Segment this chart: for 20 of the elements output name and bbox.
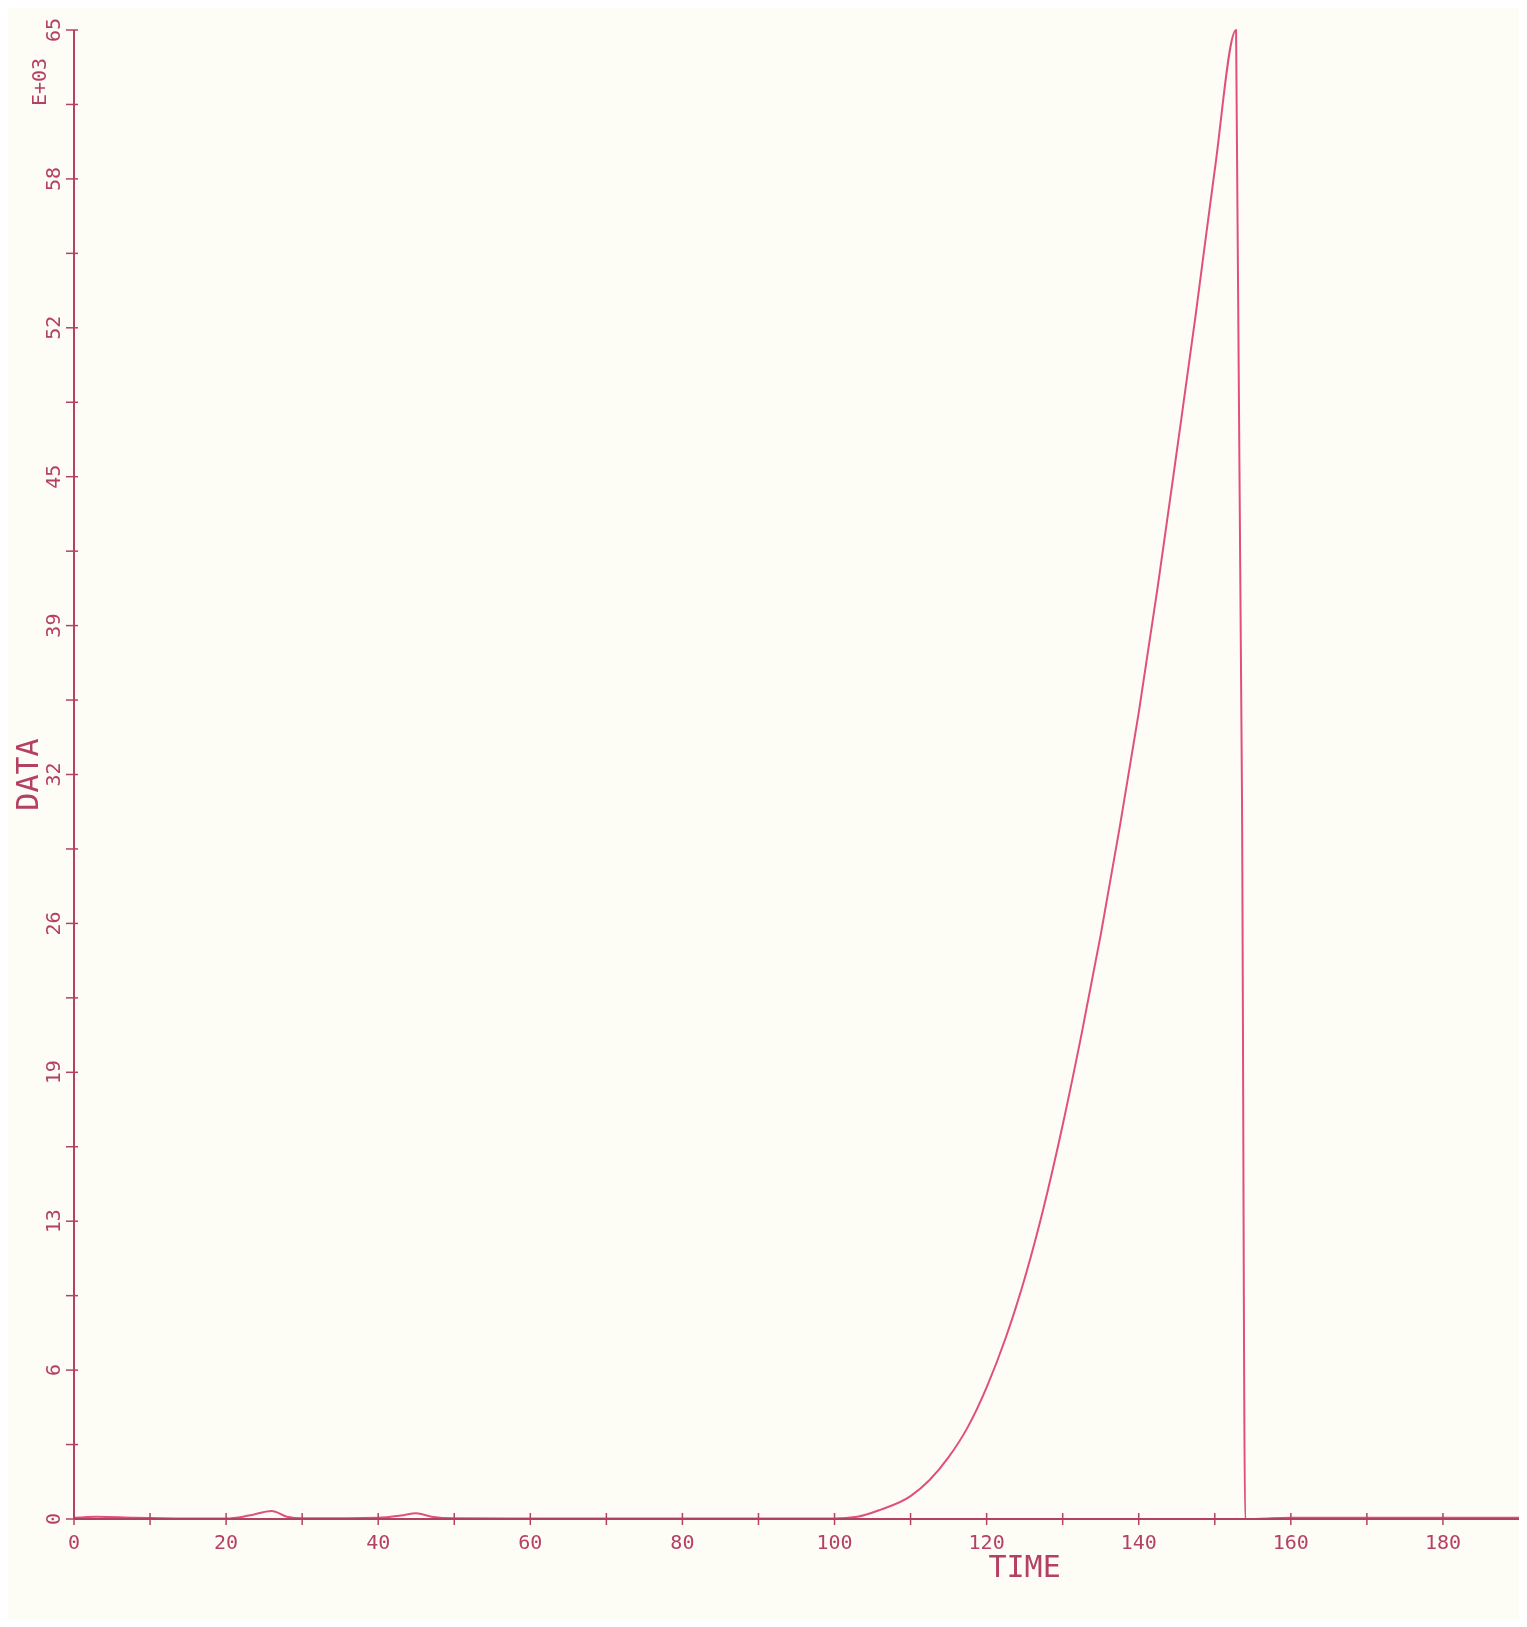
y-tick-label: 6 bbox=[41, 1364, 65, 1377]
y-tick-label: 13 bbox=[41, 1209, 65, 1234]
x-tick-label: 40 bbox=[366, 1530, 391, 1554]
x-tick-label: 160 bbox=[1272, 1530, 1309, 1554]
y-tick-label: 19 bbox=[41, 1060, 65, 1085]
text: E+03 bbox=[27, 57, 51, 107]
x-tick-label: 180 bbox=[1424, 1530, 1462, 1554]
y-tick-label: 45 bbox=[41, 464, 65, 489]
y-tick-label: 0 bbox=[41, 1512, 65, 1526]
y-tick-label: 39 bbox=[41, 613, 65, 638]
x-tick-label: 0 bbox=[67, 1530, 81, 1554]
y-tick-label: 58 bbox=[41, 166, 65, 191]
x-tick-label: 100 bbox=[816, 1530, 853, 1554]
x-tick-label: 140 bbox=[1120, 1530, 1157, 1554]
x-tick-label: 60 bbox=[518, 1530, 543, 1554]
y-tick-label: 26 bbox=[41, 911, 65, 936]
x-tick-label: 20 bbox=[214, 1530, 239, 1554]
y-tick-label: 52 bbox=[41, 315, 65, 340]
y-tick-label: 65 bbox=[41, 17, 65, 43]
x-tick-label: 80 bbox=[670, 1530, 695, 1554]
